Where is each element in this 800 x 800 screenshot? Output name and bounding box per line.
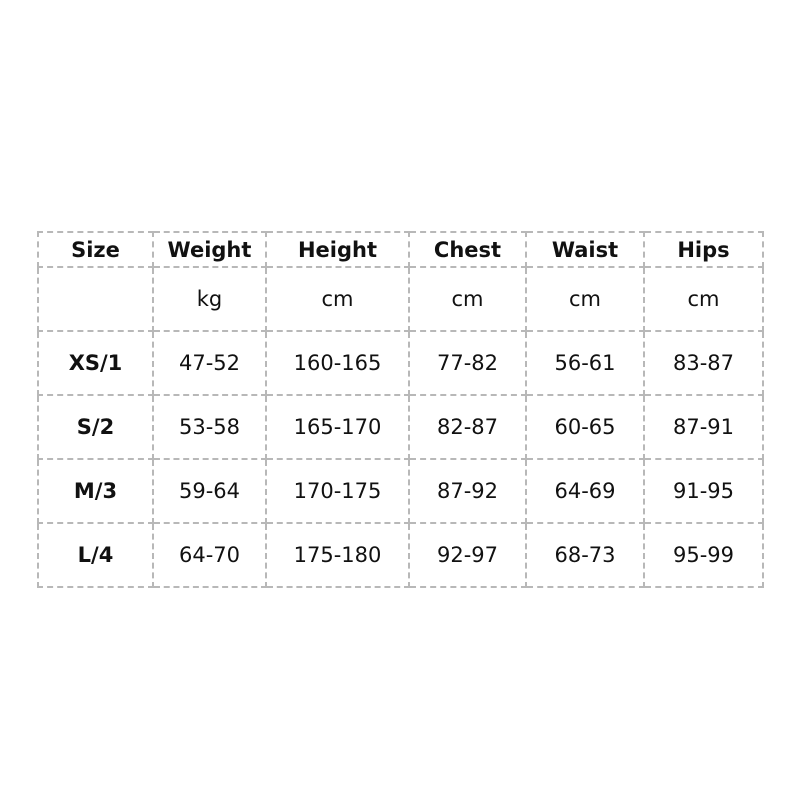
hips-cell: 91-95: [643, 458, 764, 524]
height-cell: 160-165: [265, 330, 410, 396]
unit-hips: cm: [643, 266, 764, 332]
weight-cell: 59-64: [152, 458, 267, 524]
hips-cell: 95-99: [643, 522, 764, 588]
weight-cell: 64-70: [152, 522, 267, 588]
chest-cell: 87-92: [408, 458, 527, 524]
header-waist: Waist: [525, 231, 645, 268]
header-size: Size: [37, 231, 154, 268]
hips-cell: 83-87: [643, 330, 764, 396]
unit-size: [37, 266, 154, 332]
size-cell: L/4: [37, 522, 154, 588]
size-chart-table: Size Weight Height Chest Waist Hips kg c…: [37, 231, 764, 588]
chest-cell: 82-87: [408, 394, 527, 460]
height-cell: 175-180: [265, 522, 410, 588]
waist-cell: 60-65: [525, 394, 645, 460]
height-cell: 165-170: [265, 394, 410, 460]
table-row: S/2 53-58 165-170 82-87 60-65 87-91: [37, 394, 764, 460]
unit-waist: cm: [525, 266, 645, 332]
chest-cell: 77-82: [408, 330, 527, 396]
waist-cell: 56-61: [525, 330, 645, 396]
units-row: kg cm cm cm cm: [37, 266, 764, 332]
table-row: M/3 59-64 170-175 87-92 64-69 91-95: [37, 458, 764, 524]
size-cell: M/3: [37, 458, 154, 524]
hips-cell: 87-91: [643, 394, 764, 460]
waist-cell: 64-69: [525, 458, 645, 524]
header-weight: Weight: [152, 231, 267, 268]
header-chest: Chest: [408, 231, 527, 268]
table-row: L/4 64-70 175-180 92-97 68-73 95-99: [37, 522, 764, 588]
unit-chest: cm: [408, 266, 527, 332]
header-row: Size Weight Height Chest Waist Hips: [37, 231, 764, 268]
size-cell: XS/1: [37, 330, 154, 396]
size-cell: S/2: [37, 394, 154, 460]
unit-height: cm: [265, 266, 410, 332]
waist-cell: 68-73: [525, 522, 645, 588]
header-height: Height: [265, 231, 410, 268]
weight-cell: 47-52: [152, 330, 267, 396]
header-hips: Hips: [643, 231, 764, 268]
weight-cell: 53-58: [152, 394, 267, 460]
chest-cell: 92-97: [408, 522, 527, 588]
unit-weight: kg: [152, 266, 267, 332]
table-row: XS/1 47-52 160-165 77-82 56-61 83-87: [37, 330, 764, 396]
height-cell: 170-175: [265, 458, 410, 524]
